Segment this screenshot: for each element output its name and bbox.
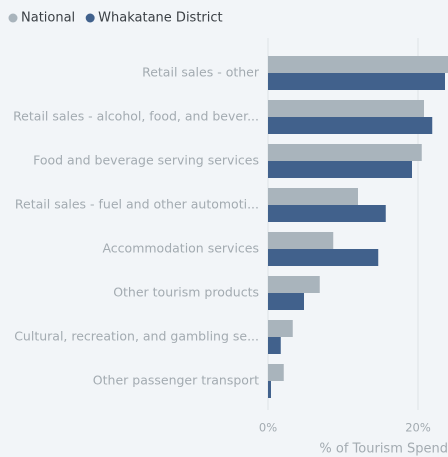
bar <box>268 276 320 293</box>
y-tick-label: Food and beverage serving services <box>33 153 259 168</box>
legend-label: Whakatane District <box>98 11 222 26</box>
bar <box>268 161 412 178</box>
bar <box>268 320 293 337</box>
bar <box>268 188 358 205</box>
bar <box>268 232 334 249</box>
y-tick-label: Retail sales - alcohol, food, and bever.… <box>13 109 259 124</box>
bar <box>268 117 433 134</box>
bar <box>268 56 448 73</box>
x-tick-label: 20% <box>405 421 431 435</box>
x-axis-title: % of Tourism Spend <box>319 442 448 457</box>
y-tick-label: Retail sales - other <box>142 65 260 80</box>
y-tick-label: Other passenger transport <box>93 373 259 388</box>
y-tick-label: Cultural, recreation, and gambling se... <box>14 329 259 344</box>
bar <box>268 73 445 90</box>
y-tick-label: Retail sales - fuel and other automoti..… <box>15 197 259 212</box>
legend-label: National <box>21 11 75 26</box>
bar <box>268 205 386 222</box>
bar <box>268 364 284 381</box>
bar <box>268 293 304 310</box>
bar <box>268 381 271 398</box>
bar <box>268 100 424 117</box>
x-tick-label: 0% <box>259 421 277 435</box>
bar <box>268 249 379 266</box>
bar <box>268 144 422 161</box>
y-tick-label: Other tourism products <box>113 285 259 300</box>
legend-marker <box>8 13 18 23</box>
y-tick-label: Accommodation services <box>102 241 259 256</box>
bar <box>268 337 281 354</box>
legend-marker <box>85 13 95 23</box>
plot <box>268 56 448 398</box>
